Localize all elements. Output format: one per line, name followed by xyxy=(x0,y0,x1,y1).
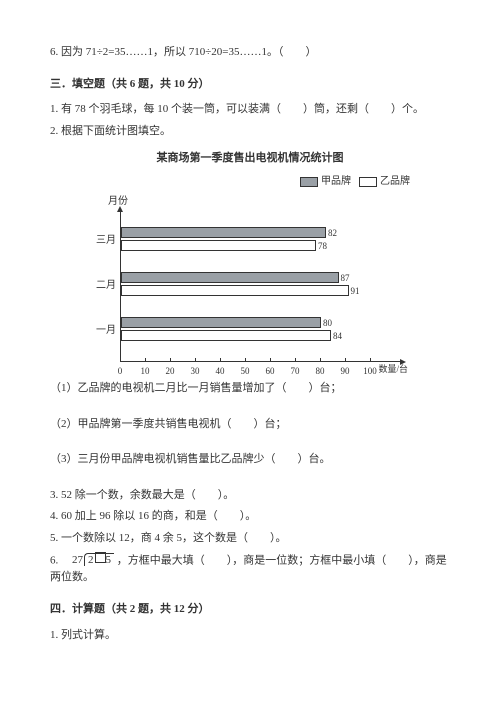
s3-q1: 1. 有 78 个羽毛球，每 10 个装一筒，可以装满（ ）筒，还剩（ ）个。 xyxy=(50,101,450,119)
s3-q6: 6. 2725 ，方框中最大填（ ），商是一位数；方框中最小填（ ），商是两位数… xyxy=(50,552,450,588)
x-tick-label: 60 xyxy=(266,364,275,378)
bar-value: 87 xyxy=(341,273,350,284)
bar-chart: 某商场第一季度售出电视机情况统计图 甲品牌 乙品牌 月份 01020304050… xyxy=(90,150,410,362)
legend-item-jia: 甲品牌 xyxy=(300,174,351,190)
chart-legend: 甲品牌 乙品牌 xyxy=(90,174,410,190)
legend-label-jia: 甲品牌 xyxy=(321,174,351,190)
s3-q3: 3. 52 除一个数，余数最大是（ ）。 xyxy=(50,487,450,505)
chart-ylabel: 月份 xyxy=(108,194,410,210)
chart-plot-area: 0102030405060708090100 数量/台 三月8278二月8791… xyxy=(120,212,400,362)
x-tick-mark xyxy=(170,358,171,362)
legend-item-yi: 乙品牌 xyxy=(359,174,410,190)
x-tick-label: 10 xyxy=(141,364,150,378)
bar-yi: 91 xyxy=(121,285,349,296)
bar-jia: 87 xyxy=(121,272,339,283)
x-tick-mark xyxy=(370,358,371,362)
legend-swatch-jia xyxy=(300,177,318,187)
x-ticks: 0 10 20 30 40 50 60 70 80 90 100 xyxy=(120,362,400,376)
s3-q2-sub2: （2）甲品牌第一季度共销售电视机（ ）台； xyxy=(50,416,450,434)
bar-value: 82 xyxy=(328,228,337,239)
x-tick-label: 30 xyxy=(191,364,200,378)
month-label: 一月 xyxy=(92,323,116,339)
month-label: 三月 xyxy=(92,233,116,249)
s3-q6-prefix: 6. xyxy=(50,554,69,566)
bar-value: 91 xyxy=(351,286,360,297)
s3-q5: 5. 一个数除以 12，商 4 余 5，这个数是（ ）。 xyxy=(50,530,450,548)
bar-yi: 78 xyxy=(121,240,316,251)
x-tick-label: 90 xyxy=(341,364,350,378)
bar-value: 78 xyxy=(318,241,327,252)
legend-label-yi: 乙品牌 xyxy=(380,174,410,190)
bar-jia: 82 xyxy=(121,227,326,238)
x-tick-label: 80 xyxy=(316,364,325,378)
s3-q4: 4. 60 加上 96 除以 16 的商，和是（ ）。 xyxy=(50,508,450,526)
y-axis-arrow-icon xyxy=(117,206,123,212)
division-divisor: 27 xyxy=(72,554,84,566)
x-tick-label: 40 xyxy=(216,364,225,378)
x-tick-mark xyxy=(295,358,296,362)
division-dividend: 25 xyxy=(84,553,114,566)
bar-value: 84 xyxy=(333,331,342,342)
section-3-heading: 三．填空题（共 6 题，共 10 分） xyxy=(50,76,450,94)
long-division-icon: 2725 xyxy=(72,552,114,570)
chart-xlabel: 数量/台 xyxy=(378,362,408,376)
month-label: 二月 xyxy=(92,278,116,294)
x-tick-mark xyxy=(120,358,121,362)
s3-q2-sub3: （3）三月份甲品牌电视机销售量比乙品牌少（ ）台。 xyxy=(50,451,450,469)
section-4-heading: 四．计算题（共 2 题，共 12 分） xyxy=(50,601,450,619)
x-tick-mark xyxy=(270,358,271,362)
x-tick-mark xyxy=(195,358,196,362)
x-tick-mark xyxy=(320,358,321,362)
s3-q2: 2. 根据下面统计图填空。 xyxy=(50,123,450,141)
x-tick-label: 70 xyxy=(291,364,300,378)
s3-q2-sub1: （1）乙品牌的电视机二月比一月销售量增加了（ ）台； xyxy=(50,380,450,398)
bar-value: 80 xyxy=(323,318,332,329)
x-tick-mark xyxy=(145,358,146,362)
bar-jia: 80 xyxy=(121,317,321,328)
bar-yi: 84 xyxy=(121,330,331,341)
s4-q1: 1. 列式计算。 xyxy=(50,627,450,645)
division-dividend-tail: 5 xyxy=(106,554,113,566)
x-tick-label: 100 xyxy=(363,364,377,378)
x-tick-label: 50 xyxy=(241,364,250,378)
x-tick-label: 20 xyxy=(166,364,175,378)
x-tick-mark xyxy=(345,358,346,362)
x-tick-mark xyxy=(245,358,246,362)
x-tick-label: 0 xyxy=(118,364,123,378)
division-blank-box xyxy=(95,552,106,563)
legend-swatch-yi xyxy=(359,177,377,187)
question-6: 6. 因为 71÷2=35……1，所以 710÷20=35……1。（ ） xyxy=(50,44,450,62)
x-tick-mark xyxy=(220,358,221,362)
chart-title: 某商场第一季度售出电视机情况统计图 xyxy=(90,150,410,168)
